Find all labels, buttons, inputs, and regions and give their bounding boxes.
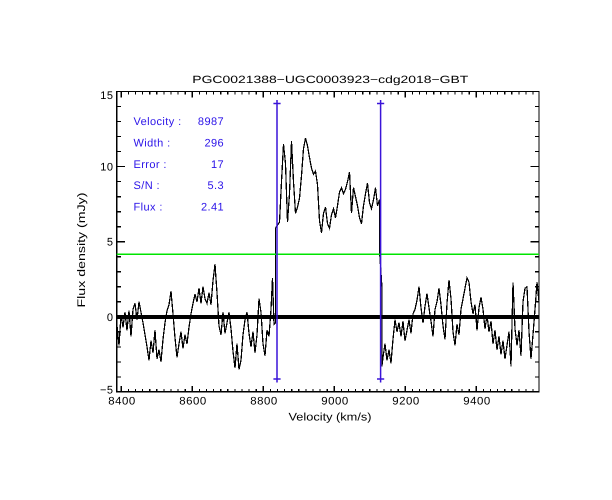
- svg-text:Velocity (km/s): Velocity (km/s): [289, 411, 372, 423]
- svg-text:8600: 8600: [179, 396, 207, 408]
- svg-text:Error :: Error :: [134, 159, 167, 171]
- svg-text:Width :: Width :: [134, 138, 171, 150]
- svg-text:0: 0: [107, 312, 114, 324]
- svg-text:8400: 8400: [108, 396, 136, 408]
- svg-text:5: 5: [107, 237, 114, 249]
- svg-text:9400: 9400: [463, 396, 491, 408]
- svg-text:9000: 9000: [321, 396, 349, 408]
- svg-text:Flux density (mJy): Flux density (mJy): [76, 193, 88, 308]
- svg-text:S/N :: S/N :: [134, 180, 160, 192]
- svg-text:9200: 9200: [392, 396, 420, 408]
- svg-text:Velocity :: Velocity :: [134, 116, 182, 128]
- svg-text:−5: −5: [100, 384, 114, 396]
- svg-text:10: 10: [100, 162, 113, 174]
- svg-text:Flux :: Flux :: [134, 201, 163, 213]
- svg-text:PGC0021388−UGC0003923−cdg2018−: PGC0021388−UGC0003923−cdg2018−GBT: [192, 74, 469, 86]
- svg-text:296: 296: [204, 138, 224, 150]
- svg-text:8800: 8800: [250, 396, 278, 408]
- svg-text:15: 15: [100, 90, 113, 102]
- svg-text:17: 17: [211, 159, 224, 171]
- svg-text:2.41: 2.41: [201, 201, 224, 213]
- svg-text:8987: 8987: [198, 116, 224, 128]
- svg-text:5.3: 5.3: [208, 180, 225, 192]
